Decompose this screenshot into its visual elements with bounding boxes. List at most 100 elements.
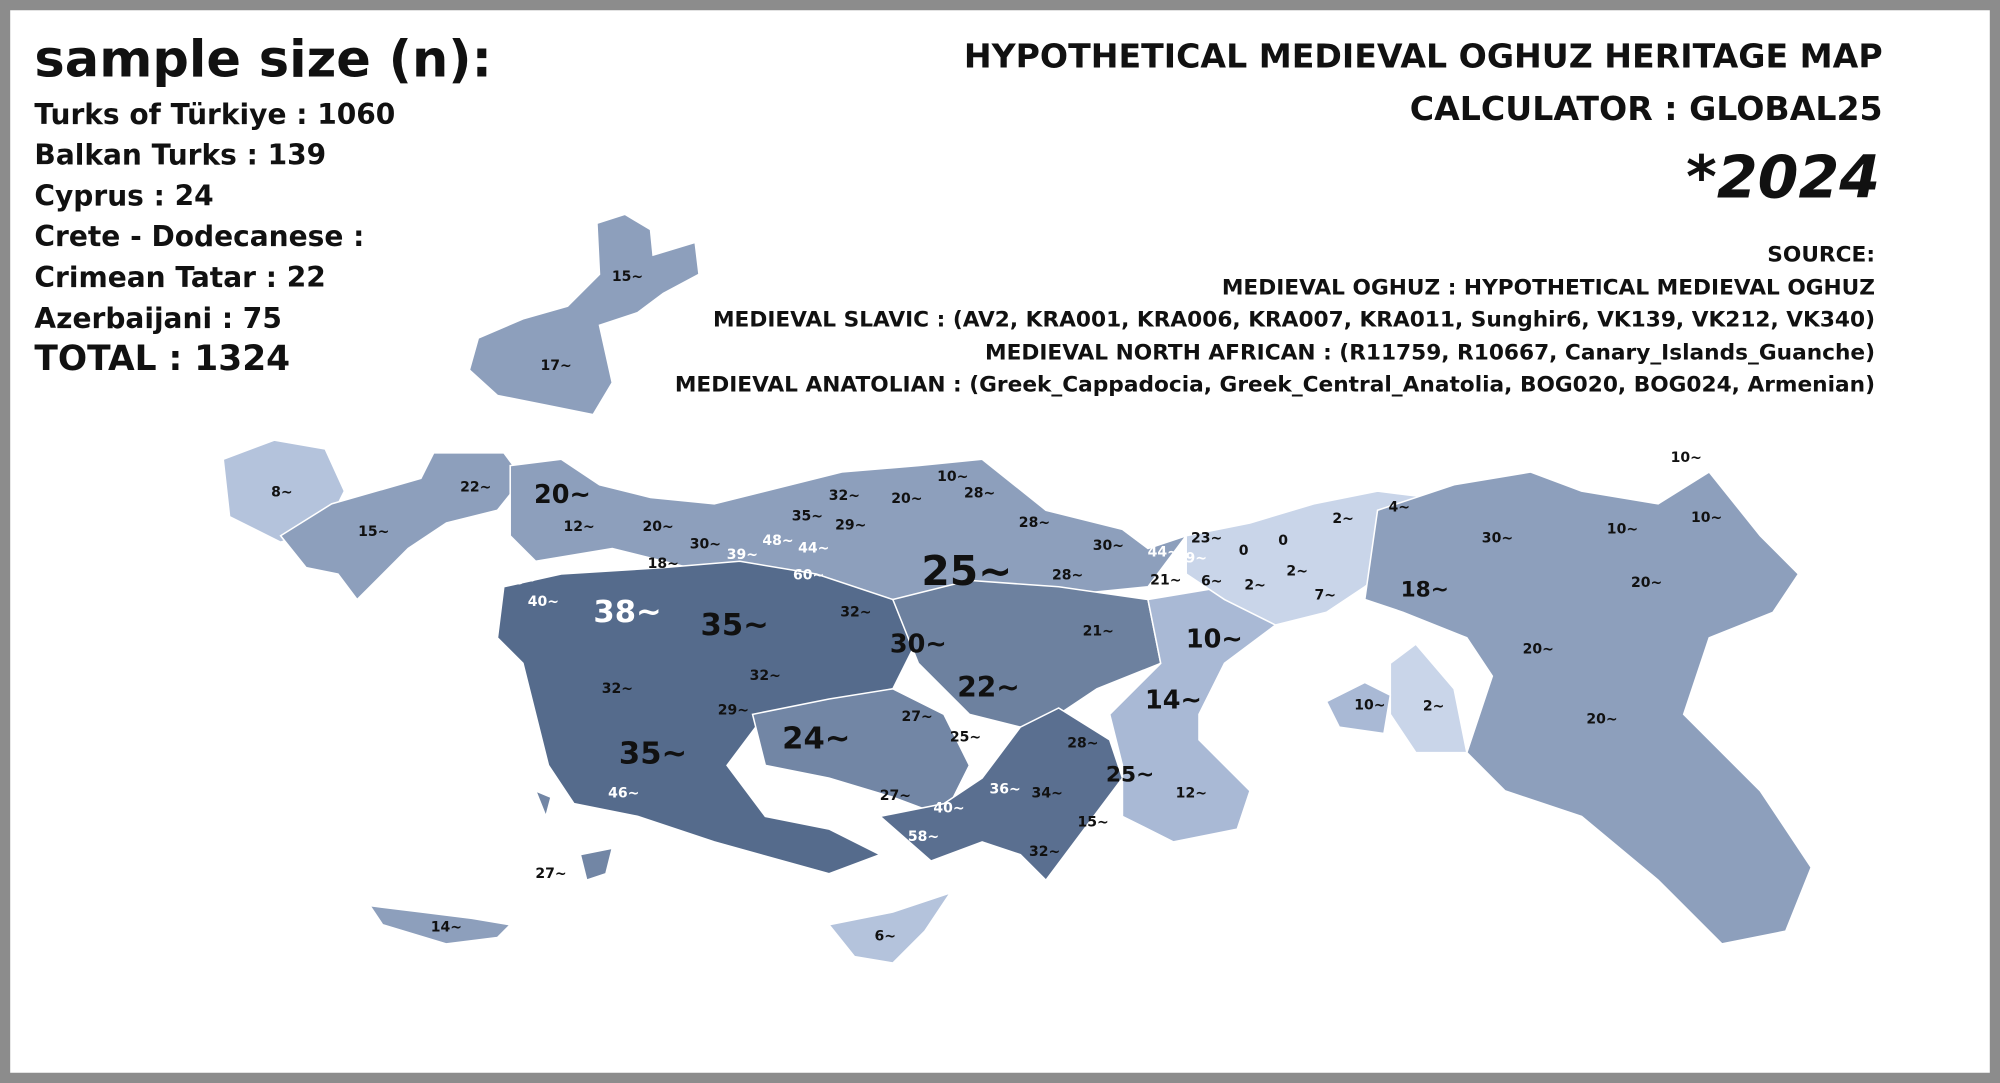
islands (534, 789, 614, 882)
central-south (751, 688, 971, 818)
region-label: 49~ (1176, 551, 1207, 567)
region-label: 8~ (271, 484, 293, 500)
region-label: 4~ (1388, 500, 1409, 516)
region-label: 30~ (1482, 530, 1513, 546)
region-label: 27~ (535, 866, 566, 882)
sample-title: sample size (n): (34, 31, 492, 90)
region-label: 35~ (701, 608, 769, 643)
region-label: 6~ (874, 928, 896, 944)
azerbaijan-iran (1363, 470, 1813, 945)
region-label: 25~ (921, 547, 1012, 595)
region-label: 28~ (1067, 736, 1098, 752)
region-label: 17~ (540, 358, 571, 374)
region-label: 20~ (1586, 711, 1617, 727)
region-label: 22~ (957, 671, 1020, 704)
region-label: 2~ (1244, 578, 1266, 594)
region-label: 44~ (1148, 544, 1179, 560)
calculator: CALCULATOR : GLOBAL25 (1410, 89, 1883, 128)
region-label: 20~ (534, 480, 591, 510)
source-heading: SOURCE: (1767, 243, 1875, 268)
header: sample size (n): Turks of Türkiye : 1060… (34, 31, 1882, 398)
region-label: 0 (1278, 533, 1288, 549)
region-label: 32~ (750, 668, 781, 684)
region-label: 18~ (1401, 578, 1449, 603)
region-label: 10~ (1607, 521, 1638, 537)
region-label: 27~ (901, 709, 932, 725)
region-label: 18~ (648, 556, 679, 572)
region-label: 58~ (908, 829, 939, 845)
west-anatolia (496, 560, 920, 875)
region-label: 15~ (358, 524, 389, 540)
region-label: 22~ (460, 479, 491, 495)
region-label: 32~ (829, 488, 860, 504)
balkan-east (279, 452, 524, 601)
region-label: 23~ (1191, 530, 1222, 546)
region-label: 28~ (1052, 567, 1083, 583)
sample-row: Crete - Dodecanese : (34, 220, 364, 253)
region-label: 46~ (608, 785, 639, 801)
total: TOTAL : 1324 (34, 339, 290, 379)
region-label: 30~ (1093, 538, 1124, 554)
title: HYPOTHETICAL MEDIEVAL OGHUZ HERITAGE MAP (964, 37, 1883, 76)
region-label: 6~ (1201, 574, 1223, 590)
crimea (468, 213, 700, 416)
source-line: MEDIEVAL ANATOLIAN : (Greek_Cappadocia, … (675, 373, 1875, 398)
sample-row: Azerbaijani : 75 (34, 302, 281, 335)
region-label: 0 (1239, 543, 1249, 559)
south-caucasus (1389, 643, 1468, 754)
black-sea-coast (509, 458, 1189, 601)
region-label: 20~ (505, 572, 536, 588)
region-label: 15~ (1077, 815, 1108, 831)
central-anatolia (891, 579, 1162, 728)
region-label: 48~ (762, 533, 793, 549)
region-label: 20~ (1523, 641, 1554, 657)
region-label: 40~ (933, 801, 964, 817)
region-label: 20~ (891, 491, 922, 507)
cyprus (827, 891, 953, 964)
source-line: MEDIEVAL NORTH AFRICAN : (R11759, R10667… (985, 341, 1875, 366)
region-label: 60~ (793, 567, 824, 583)
region-label: 2~ (1332, 511, 1354, 527)
region-label: 32~ (602, 681, 633, 697)
region-label: 12~ (563, 519, 594, 535)
region-label: 21~ (1083, 623, 1114, 639)
region-label: 38~ (593, 595, 661, 630)
region-label: 39~ (760, 797, 791, 813)
source-line: MEDIEVAL SLAVIC : (AV2, KRA001, KRA006, … (713, 308, 1875, 333)
region-label: 25~ (1106, 763, 1154, 788)
region-label: 10~ (1691, 510, 1722, 526)
region-label: 2~ (1286, 563, 1308, 579)
region-label: 10~ (937, 469, 968, 485)
east-anatolia (1108, 585, 1277, 843)
region-label: 29~ (835, 518, 866, 534)
crete (368, 904, 512, 945)
region-label: 30~ (890, 629, 947, 659)
region-label: 12~ (1176, 785, 1207, 801)
region-label: 2~ (1423, 699, 1445, 715)
region-label: 32~ (840, 604, 871, 620)
sample-row: Crimean Tatar : 22 (34, 261, 325, 294)
region-label: 39~ (727, 547, 758, 563)
regions (222, 213, 1813, 964)
region-label: 10~ (1354, 697, 1385, 713)
sample-row: Balkan Turks : 139 (34, 139, 326, 172)
region-label: 35~ (792, 509, 823, 525)
region-label: 25~ (950, 729, 981, 745)
region-label: 27~ (880, 788, 911, 804)
region-label: 7~ (1315, 588, 1337, 604)
region-label: 10~ (1186, 624, 1243, 654)
region-label: 32~ (1029, 844, 1060, 860)
region-label: 14~ (431, 919, 462, 935)
region-label: 20~ (1631, 575, 1662, 591)
region-label: 44~ (798, 541, 829, 557)
region-label: 28~ (964, 486, 995, 502)
region-label: 14~ (1145, 686, 1202, 716)
region-label: 20~ (643, 519, 674, 535)
region-label: 15~ (612, 269, 643, 285)
sample-row: Turks of Türkiye : 1060 (34, 98, 395, 131)
region-label: 10~ (1671, 450, 1702, 466)
sample-row: Cyprus : 24 (34, 179, 213, 212)
region-label: 21~ (1150, 572, 1181, 588)
